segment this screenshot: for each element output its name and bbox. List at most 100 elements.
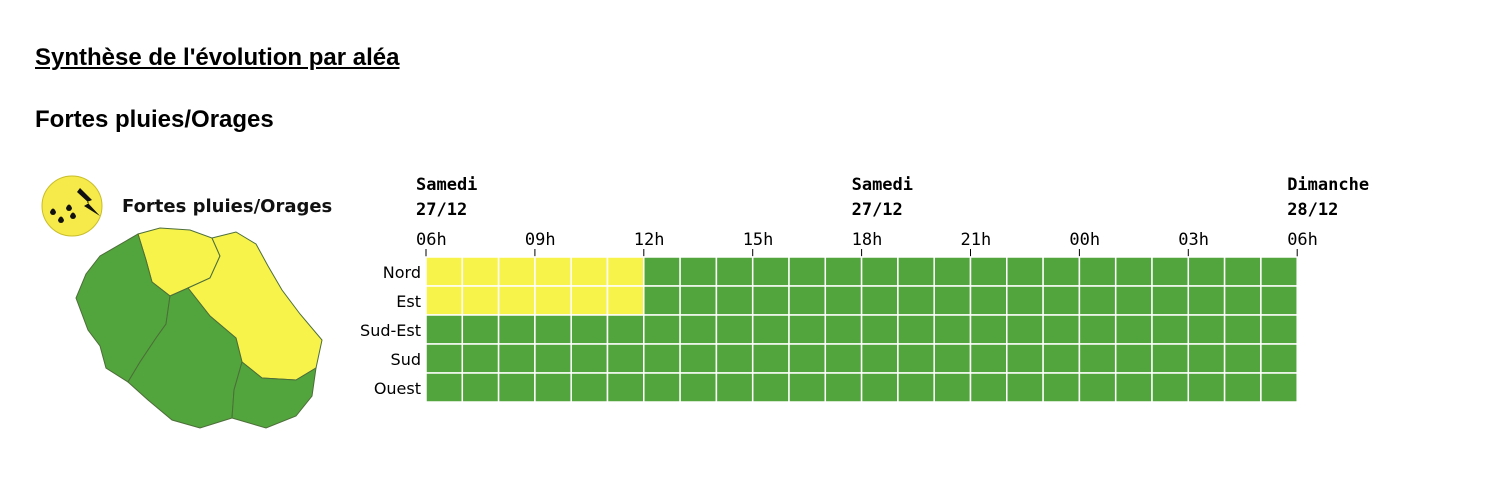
heatmap-cell: [1223, 343, 1262, 374]
map-region-sud-est: [231, 361, 317, 429]
heatmap-cell: [1187, 372, 1226, 403]
row-label: Ouest: [374, 379, 421, 398]
heatmap-cell: [751, 372, 790, 403]
heatmap-cell: [425, 285, 464, 316]
heatmap-cell: [606, 343, 645, 374]
heatmap-cell: [606, 256, 645, 287]
reunion-map: [75, 227, 323, 429]
section-title: Synthèse de l'évolution par aléa: [35, 44, 400, 71]
heatmap-cell: [751, 285, 790, 316]
heatmap-cell: [824, 314, 863, 345]
x-tick-label: 18h: [852, 230, 883, 250]
heatmap-cell: [860, 343, 899, 374]
heatmap-cell: [679, 372, 718, 403]
heatmap-cell: [824, 256, 863, 287]
heatmap-cell: [715, 256, 754, 287]
heatmap-cell: [643, 314, 681, 345]
heatmap-cell: [751, 256, 790, 287]
heatmap-cell: [1114, 372, 1153, 403]
x-tick-label: 12h: [634, 230, 665, 250]
heatmap-cell: [897, 256, 935, 287]
heatmap-cell: [1187, 285, 1226, 316]
heatmap-cell: [1006, 314, 1044, 345]
heatmap-cell: [860, 285, 899, 316]
heatmap-cell: [897, 285, 935, 316]
date-header-date: 27/12: [416, 200, 467, 220]
heatmap-cell: [425, 256, 464, 287]
heatmap-cell: [860, 314, 899, 345]
x-tick-label: 21h: [961, 230, 992, 250]
heatmap-cell: [425, 372, 464, 403]
heatmap-cell: [1042, 285, 1081, 316]
heatmap-cell: [897, 314, 935, 345]
heatmap-cell: [1151, 314, 1190, 345]
heatmap-cell: [1260, 343, 1298, 374]
heatmap-cell: [1078, 314, 1117, 345]
heatmap-cell: [497, 343, 536, 374]
heatmap-cell: [969, 256, 1008, 287]
heatmap-cell: [1114, 256, 1153, 287]
heatmap-cell: [534, 372, 572, 403]
heatmap-cell: [1151, 343, 1190, 374]
heatmap-cell: [969, 314, 1008, 345]
heatmap-cell: [534, 285, 572, 316]
heatmap-cell: [1151, 256, 1190, 287]
row-label: Sud: [391, 350, 421, 369]
heatmap-cell: [497, 256, 536, 287]
x-tick-label: 00h: [1069, 230, 1100, 250]
heatmap-cell: [933, 372, 972, 403]
heatmap-cell: [606, 314, 645, 345]
heatmap-cell: [1078, 372, 1117, 403]
heatmap-cell: [497, 314, 536, 345]
heatmap-cell: [1006, 372, 1044, 403]
heatmap-cell: [570, 285, 609, 316]
heatmap-cell: [1042, 314, 1081, 345]
heatmap-cell: [715, 343, 754, 374]
heatmap-cell: [461, 372, 500, 403]
heatmap-cell: [570, 343, 609, 374]
row-label: Nord: [383, 263, 421, 282]
x-tick-label: 15h: [743, 230, 774, 250]
row-label: Sud-Est: [360, 321, 421, 340]
map-region-sud: [127, 287, 243, 429]
hazard-title: Fortes pluies/Orages: [35, 106, 274, 133]
heatmap-cell: [606, 285, 645, 316]
heatmap-cell: [788, 314, 827, 345]
date-header-day: Samedi: [852, 175, 913, 195]
date-header-date: 28/12: [1287, 200, 1338, 220]
heatmap-cell: [1078, 285, 1117, 316]
x-tick-label: 06h: [416, 230, 447, 250]
heatmap-cell: [1260, 256, 1298, 287]
heatmap-cell: [1223, 314, 1262, 345]
heatmap-cell: [461, 343, 500, 374]
date-header-date: 27/12: [852, 200, 903, 220]
heatmap-cell: [461, 314, 500, 345]
heatmap-cell: [1260, 372, 1298, 403]
heatmap-cell: [1042, 372, 1081, 403]
heatmap-cell: [788, 372, 827, 403]
vigilance-timeline-chart: Samedi 27/12 Samedi 27/12 Dimanche 28/12 06h 09…: [360, 175, 1369, 403]
heatmap-cell: [425, 314, 464, 345]
heatmap-cell: [570, 372, 609, 403]
heatmap-cell: [788, 285, 827, 316]
heatmap-cell: [715, 314, 754, 345]
heatmap-cell: [679, 314, 718, 345]
heatmap-cell: [715, 372, 754, 403]
heatmap-cell: [1006, 343, 1044, 374]
heatmap-cell: [1223, 372, 1262, 403]
heatmap-cell: [824, 285, 863, 316]
heatmap-cell: [715, 285, 754, 316]
heatmap-cell: [933, 343, 972, 374]
heatmap-cell: [969, 372, 1008, 403]
heatmap-cell: [570, 256, 609, 287]
row-label: Est: [396, 292, 421, 311]
heatmap-cell: [933, 285, 972, 316]
heatmap-cell: [751, 343, 790, 374]
heatmap-cell: [643, 343, 681, 374]
heatmap-cell: [860, 256, 899, 287]
heatmap-cell: [534, 314, 572, 345]
heatmap-cell: [497, 285, 536, 316]
heatmap-cell: [1223, 256, 1262, 287]
heatmap-cell: [1006, 285, 1044, 316]
heatmap-cell: [679, 285, 718, 316]
